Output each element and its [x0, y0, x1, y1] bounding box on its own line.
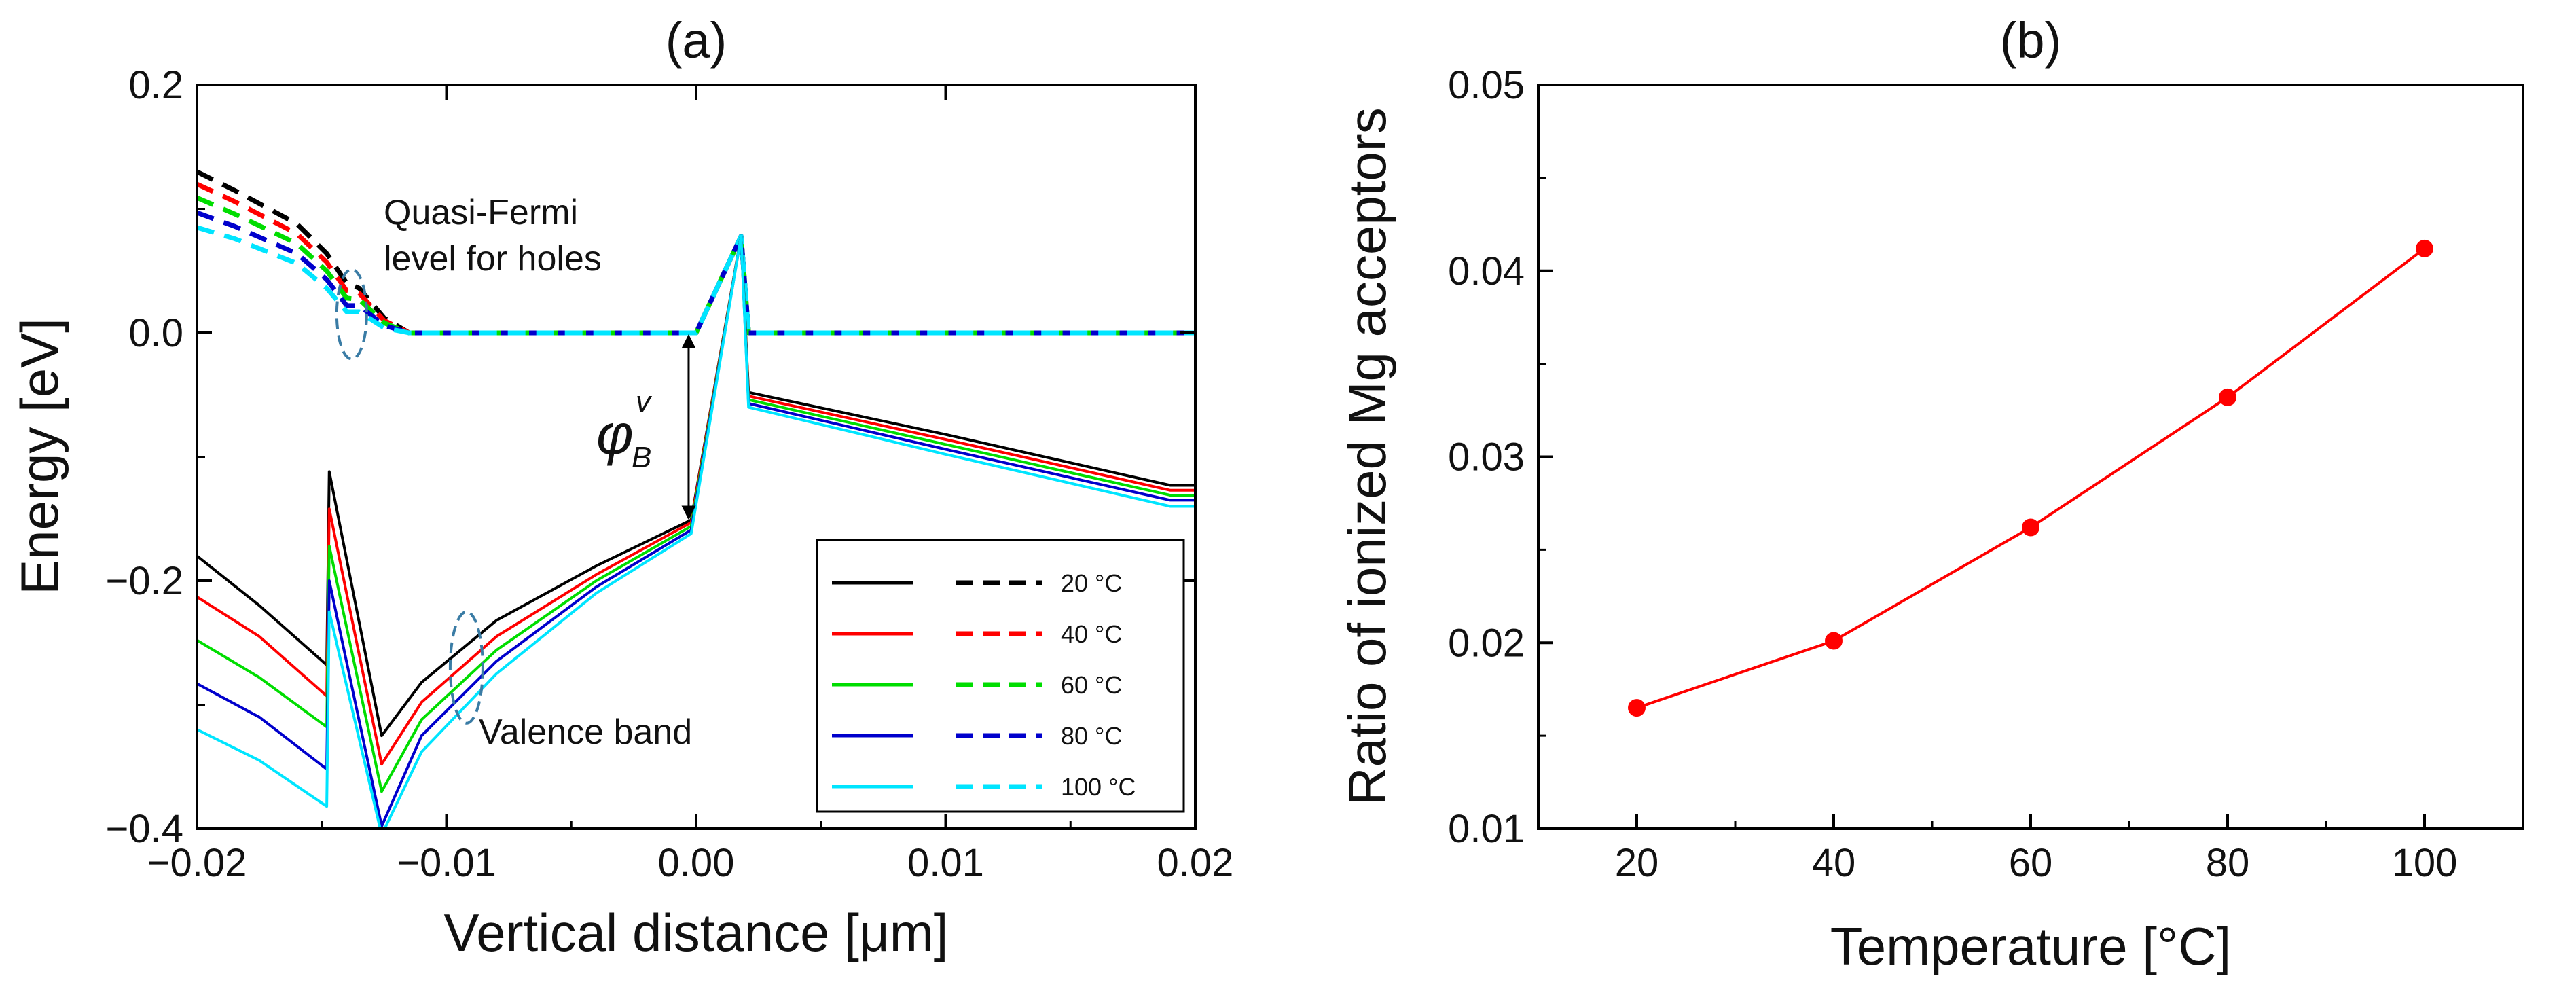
legend-label: 40 °C: [1061, 620, 1122, 648]
barrier-symbol: φ: [596, 402, 634, 466]
panel-b-x-tick-label: 60: [2009, 841, 2053, 885]
quasi-fermi-label-line2: level for holes: [384, 239, 602, 278]
legend-label: 60 °C: [1061, 671, 1122, 699]
panel-a-y-axis-title: Energy [eV]: [10, 318, 69, 595]
legend-label: 100 °C: [1061, 773, 1136, 801]
panel-a-annotations: Quasi-Fermi level for holes Valence band…: [335, 193, 696, 752]
panel-a-x-tick-label: 0.01: [907, 841, 984, 885]
panel-a-x-tick-label: 0.02: [1157, 841, 1234, 885]
panel-b-x-axis-title: Temperature [°C]: [1830, 916, 2231, 976]
ratio-point: [1628, 699, 1646, 717]
panel-b-x-tick-label: 80: [2206, 841, 2250, 885]
barrier-superscript: v: [636, 385, 653, 418]
valence-band-line-4: [197, 234, 1195, 829]
quasi-fermi-line-0: [197, 169, 1195, 336]
panel-a-y-tick-label: 0.0: [128, 311, 183, 355]
panel-b-y-tick-label: 0.03: [1448, 435, 1525, 480]
legend-label: 80 °C: [1061, 722, 1122, 750]
panel-a-x-tick-label: −0.01: [397, 841, 496, 885]
panel-a-x-tick-label: −0.02: [147, 841, 247, 885]
panel-a: (a) Quasi-Fermi level for holes Valence …: [10, 12, 1233, 962]
panel-a-series: [197, 169, 1195, 829]
panel-b-y-tick-label: 0.05: [1448, 63, 1525, 107]
ratio-point: [1825, 632, 1843, 650]
panel-a-y-tick-label: 0.2: [128, 63, 183, 107]
panel-a-x-tick-label: 0.00: [658, 841, 735, 885]
legend-label: 20 °C: [1061, 569, 1122, 597]
valence-band-label: Valence band: [479, 713, 692, 752]
panel-b: (b) 20 40 60 80 100 0.01 0.02 0.03 0.04 0.05 Temp…: [1337, 12, 2524, 976]
panel-b-frame: [1537, 84, 2524, 830]
ratio-point: [2219, 388, 2236, 406]
barrier-subscript: B: [632, 441, 651, 474]
ratio-point: [2022, 518, 2039, 537]
quasi-fermi-ellipse: [335, 268, 368, 361]
ratio-line: [1636, 247, 2426, 709]
panel-a-legend: 20 °C 40 °C 60 °C 80 °C 100 °C: [816, 539, 1185, 813]
ratio-point: [2416, 239, 2433, 257]
quasi-fermi-line-1: [197, 181, 1195, 336]
panel-b-x-tick-label: 20: [1615, 841, 1659, 885]
panel-b-axes: 20 40 60 80 100 0.01 0.02 0.03 0.04 0.05: [1448, 63, 2524, 885]
panel-b-y-axis-title: Ratio of ionized Mg acceptors: [1337, 107, 1397, 806]
valence-band-ellipse: [448, 610, 484, 725]
panel-b-x-tick-label: 100: [2392, 841, 2458, 885]
quasi-fermi-line-4: [197, 225, 1195, 336]
panel-a-axes: −0.02 −0.01 0.00 0.01 0.02 −0.4 −0.2 0.0 0.2: [106, 63, 1234, 885]
quasi-fermi-label-line1: Quasi-Fermi: [384, 193, 578, 232]
panel-b-title: (b): [2000, 12, 2061, 69]
panel-a-x-axis-title: Vertical distance [μm]: [444, 903, 949, 962]
panel-b-series: [1628, 239, 2433, 717]
panel-b-y-tick-label: 0.02: [1448, 621, 1525, 665]
panel-a-y-tick-label: −0.4: [106, 807, 184, 851]
panel-a-title: (a): [666, 12, 727, 69]
panel-b-y-tick-label: 0.04: [1448, 249, 1525, 293]
legend-box: [816, 539, 1185, 813]
panel-b-x-tick-label: 40: [1812, 841, 1856, 885]
panel-b-y-tick-label: 0.01: [1448, 807, 1525, 851]
panel-a-y-tick-label: −0.2: [106, 559, 184, 603]
